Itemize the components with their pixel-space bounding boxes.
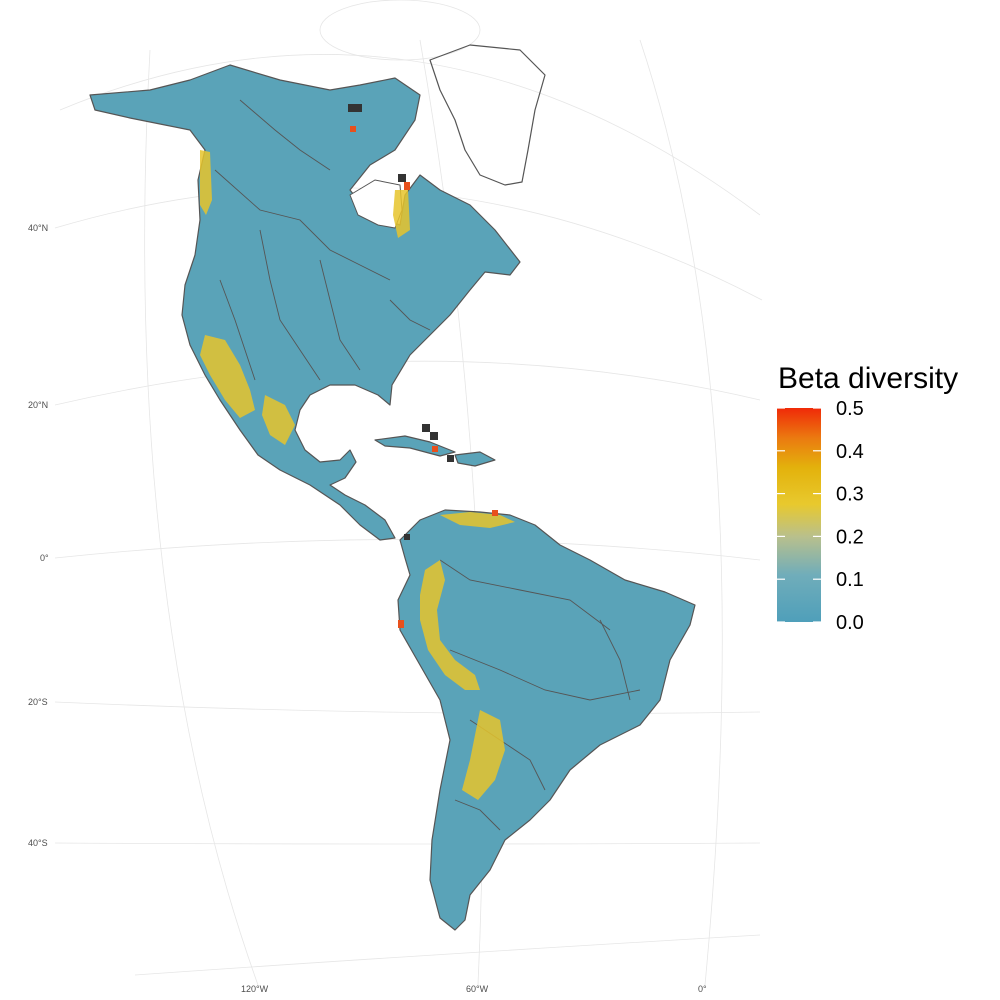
- south-america-land: [398, 510, 695, 930]
- boundary-na-6: [239, 99, 331, 171]
- graticule-parallel-60s: [134, 934, 761, 976]
- graticule-labels: 40°N 20°N 0° 20°S 40°S 120°W 60°W 0°: [28, 223, 707, 994]
- cell-1: [348, 104, 362, 112]
- cell-7: [432, 446, 438, 452]
- lat-label-40n: 40°N: [28, 223, 48, 233]
- hotspot-baffin: [393, 190, 410, 238]
- legend-tick-label: 0.4: [836, 441, 864, 463]
- hotspot-southern-andes: [462, 710, 505, 800]
- cell-3: [398, 174, 406, 182]
- legend-tick-labels: 0.5 0.4 0.3 0.2 0.1 0.0: [836, 398, 864, 634]
- cell-5: [422, 424, 430, 432]
- boundary-na-2: [259, 229, 321, 381]
- graticule-meridian-120w: [144, 49, 259, 986]
- cell-8: [447, 455, 454, 462]
- cuba-outline: [374, 435, 456, 457]
- ecoregion-boundaries: [214, 99, 641, 831]
- graticule: [54, 0, 763, 986]
- lat-label-40s: 40°S: [28, 838, 48, 848]
- boundary-sa-1: [439, 559, 611, 631]
- cell-2: [350, 126, 356, 132]
- boundary-na-4: [219, 279, 256, 381]
- hotspot-andes: [420, 560, 480, 690]
- cell-9: [492, 510, 498, 516]
- land-masses: [89, 44, 696, 931]
- hispaniola-outline: [454, 451, 496, 467]
- graticule-parallel-20s: [54, 701, 761, 715]
- north-america-outline: [89, 64, 521, 541]
- boundary-na-1: [214, 169, 391, 281]
- legend-tick-label: 0.1: [836, 569, 864, 591]
- legend-tick-label: 0.5: [836, 398, 864, 420]
- hotspot-western-mexico: [200, 335, 255, 418]
- graticule-meridian-0: [639, 39, 723, 986]
- graticule-polar-circle: [319, 0, 481, 61]
- cell-11: [404, 534, 410, 540]
- cell-4: [404, 182, 410, 190]
- hotspot-pacific-northwest: [200, 150, 212, 215]
- legend-tick-label: 0.0: [836, 612, 864, 634]
- greenland-outline: [429, 44, 546, 186]
- legend-colorbar: [777, 408, 821, 622]
- boundary-sa-5: [454, 799, 501, 831]
- lat-label-20s: 20°S: [28, 697, 48, 707]
- lat-label-0: 0°: [40, 553, 49, 563]
- boundary-na-3: [319, 259, 361, 371]
- hotspot-sierra-madre: [262, 395, 295, 445]
- legend-tick-label: 0.3: [836, 484, 864, 506]
- lon-label-120w: 120°W: [241, 984, 269, 994]
- boundary-sa-2: [449, 649, 641, 701]
- graticule-parallel-60n: [59, 54, 761, 216]
- graticule-parallel-20n: [54, 360, 761, 406]
- grid-cells-high: [348, 104, 498, 628]
- lon-label-0: 0°: [698, 984, 707, 994]
- legend-tick-label: 0.2: [836, 526, 864, 548]
- south-america-outline: [397, 509, 696, 931]
- graticule-parallel-40s: [54, 842, 761, 845]
- cell-6: [430, 432, 438, 440]
- boundary-sa-4: [599, 619, 631, 701]
- legend-title: Beta diversity: [778, 362, 958, 395]
- north-america-land: [90, 65, 520, 540]
- legend: Beta diversity 0.5 0.4 0.3 0.2 0.1 0.0: [777, 362, 958, 634]
- boundary-na-5: [389, 299, 431, 331]
- lon-label-60w: 60°W: [466, 984, 489, 994]
- cell-10: [398, 620, 404, 628]
- lat-label-20n: 20°N: [28, 400, 48, 410]
- legend-ticks: [777, 407, 821, 623]
